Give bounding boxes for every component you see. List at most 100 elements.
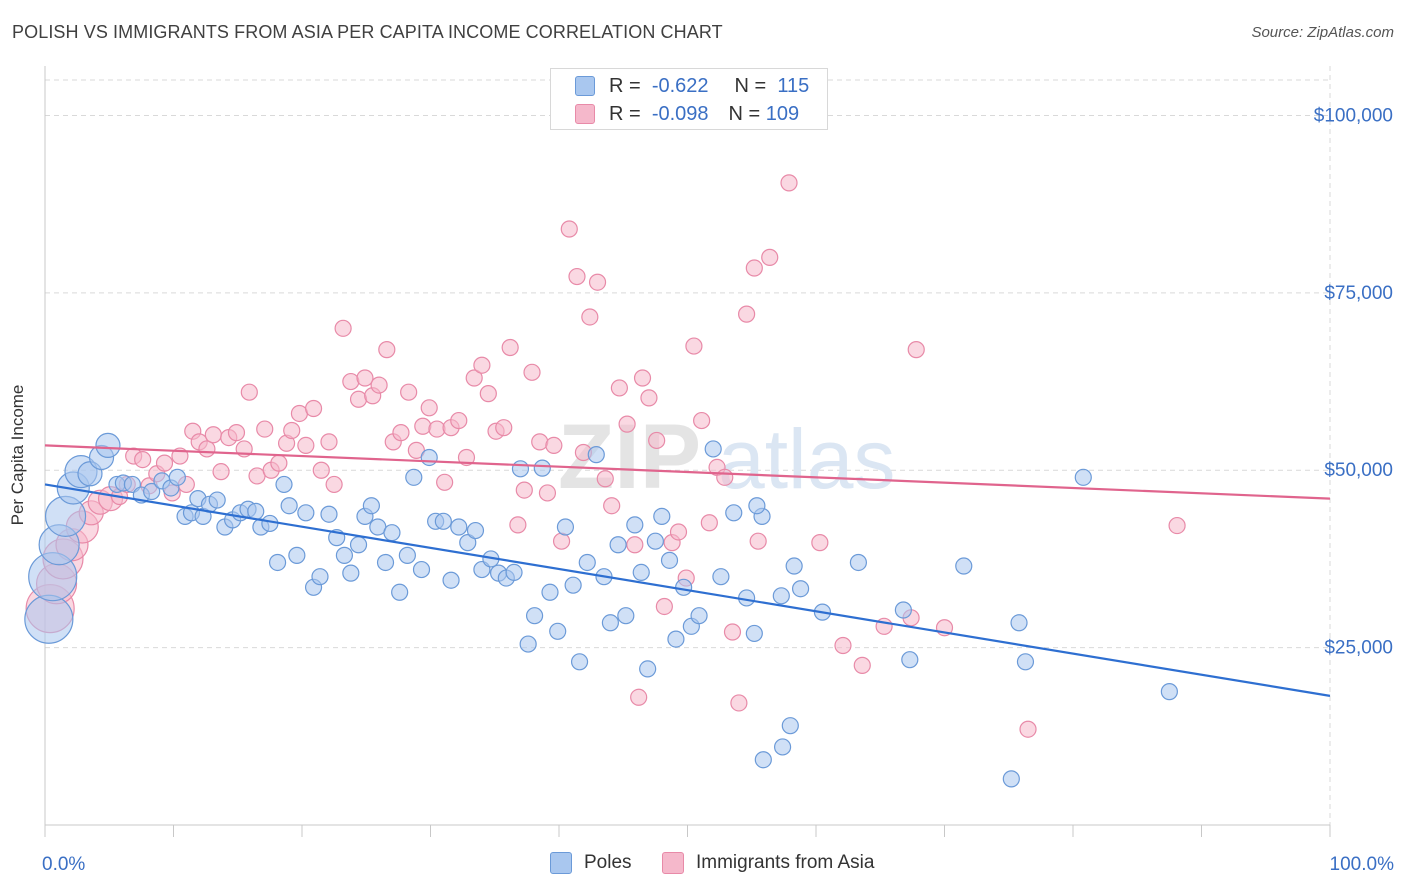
data-point xyxy=(587,446,605,464)
data-point xyxy=(545,436,563,455)
data-point xyxy=(630,688,648,706)
y-tick-label: $100,000 xyxy=(1314,105,1393,126)
data-point xyxy=(531,433,549,451)
data-point xyxy=(168,468,186,486)
stats-row-poles: R = -0.622 N = 115 xyxy=(551,72,809,100)
data-point xyxy=(312,461,330,479)
data-point xyxy=(270,454,288,472)
poles-swatch xyxy=(575,76,595,96)
data-point xyxy=(434,512,452,530)
data-point xyxy=(479,385,497,403)
data-point xyxy=(748,497,766,515)
legend-item-poles[interactable]: Poles xyxy=(550,852,632,874)
data-point xyxy=(560,220,578,238)
y-tick-label: $75,000 xyxy=(1324,283,1393,304)
data-point xyxy=(907,341,925,359)
data-point xyxy=(436,473,454,491)
data-point xyxy=(501,338,519,357)
data-point xyxy=(515,481,533,499)
data-point xyxy=(391,583,409,601)
data-point xyxy=(356,369,374,387)
data-point xyxy=(716,468,734,486)
y-tick-labels: $25,000 $50,000 $75,000 $100,000 xyxy=(1314,105,1393,658)
stats-legend: R = -0.622 N = 115 R = -0.098 N = 109 xyxy=(550,68,828,130)
x-tick-label: 0.0% xyxy=(42,854,85,875)
legend-immigrants-swatch xyxy=(662,852,684,874)
data-point xyxy=(761,248,779,266)
data-point xyxy=(675,578,693,596)
data-point xyxy=(256,420,274,438)
data-point xyxy=(297,436,315,455)
data-point xyxy=(730,694,748,712)
data-point xyxy=(601,614,620,632)
chart-source: Source: ZipAtlas.com xyxy=(1251,24,1394,41)
poles-n-value: 115 xyxy=(777,74,810,97)
immigrants-swatch xyxy=(575,104,595,124)
trend-lines xyxy=(44,444,1331,697)
data-point xyxy=(745,259,763,277)
data-point xyxy=(198,440,216,458)
data-point xyxy=(412,560,431,579)
data-point xyxy=(505,563,523,582)
data-point xyxy=(693,411,711,430)
data-point xyxy=(853,656,871,674)
data-point xyxy=(669,523,688,541)
data-point xyxy=(466,521,485,540)
data-point xyxy=(1160,683,1178,701)
y-tick-label: $50,000 xyxy=(1324,460,1393,481)
data-point xyxy=(772,587,790,605)
data-point xyxy=(525,607,544,625)
watermark-atlas: atlas xyxy=(718,412,895,506)
data-point xyxy=(325,475,343,494)
data-point xyxy=(342,564,360,582)
data-point xyxy=(749,532,767,550)
data-point xyxy=(653,507,671,525)
data-point xyxy=(609,536,627,554)
data-point xyxy=(134,450,152,469)
data-point xyxy=(320,433,338,451)
data-point xyxy=(1016,653,1035,671)
data-point xyxy=(667,630,685,648)
watermark: ZIP atlas xyxy=(558,406,895,508)
poles-r-value: -0.622 xyxy=(651,74,709,97)
data-point xyxy=(473,356,491,374)
data-point xyxy=(568,267,586,286)
bottom-legend: Poles Immigrants from Asia xyxy=(0,852,1406,878)
data-point xyxy=(442,571,460,589)
data-point xyxy=(632,563,650,582)
data-point xyxy=(704,440,722,458)
data-point xyxy=(1168,516,1186,535)
data-point xyxy=(304,399,323,418)
data-point xyxy=(297,504,315,522)
data-point xyxy=(370,376,388,394)
data-point xyxy=(511,460,530,478)
data-point xyxy=(834,636,852,655)
data-point xyxy=(288,546,306,564)
data-point xyxy=(450,518,468,536)
data-point xyxy=(564,576,582,594)
data-point xyxy=(1074,468,1092,486)
data-point xyxy=(398,546,416,564)
data-point xyxy=(349,390,368,408)
data-point xyxy=(378,341,396,359)
data-point xyxy=(785,557,803,575)
data-point xyxy=(723,623,742,641)
data-point xyxy=(247,502,265,520)
data-point xyxy=(1019,720,1037,738)
data-point xyxy=(428,420,446,438)
data-point xyxy=(208,491,226,509)
legend-item-immigrants[interactable]: Immigrants from Asia xyxy=(662,852,874,874)
legend-poles-label: Poles xyxy=(584,852,632,873)
data-point xyxy=(280,497,298,515)
data-point xyxy=(349,536,368,554)
data-point xyxy=(392,424,410,442)
data-point xyxy=(754,751,772,769)
data-point xyxy=(538,484,557,502)
data-point xyxy=(342,372,360,391)
data-point xyxy=(811,534,829,552)
trend-line-immigrants xyxy=(44,444,1331,500)
stats-row-immigrants: R = -0.098 N = 109 xyxy=(551,100,799,128)
data-point xyxy=(648,431,666,450)
data-point xyxy=(894,601,912,619)
chart-title: POLISH VS IMMIGRANTS FROM ASIA PER CAPIT… xyxy=(12,22,723,42)
